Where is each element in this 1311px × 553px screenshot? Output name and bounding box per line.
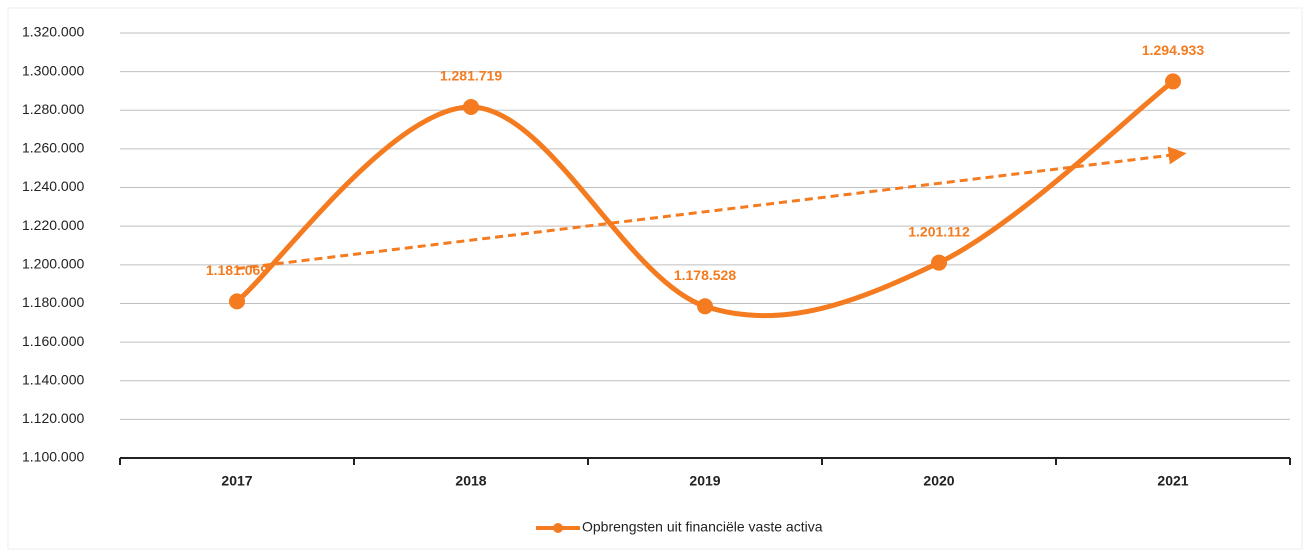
data-label: 1.181.069 xyxy=(206,262,268,278)
y-tick-label: 1.280.000 xyxy=(22,101,84,117)
trendline xyxy=(236,146,1187,271)
data-label: 1.294.933 xyxy=(1142,42,1204,58)
y-tick-label: 1.260.000 xyxy=(22,140,84,156)
chart-frame xyxy=(7,7,1303,550)
data-label: 1.178.528 xyxy=(674,267,736,283)
y-tick-label: 1.320.000 xyxy=(22,24,84,40)
data-point xyxy=(697,298,713,315)
data-point xyxy=(463,98,479,115)
y-tick-label: 1.120.000 xyxy=(22,410,84,426)
y-tick-label: 1.300.000 xyxy=(22,62,84,78)
data-label: 1.281.719 xyxy=(440,68,502,84)
legend-marker xyxy=(553,523,563,533)
y-tick-label: 1.160.000 xyxy=(22,333,84,349)
x-tick-label: 2021 xyxy=(1157,473,1188,489)
data-point xyxy=(931,254,947,271)
legend-label: Opbrengsten uit financiële vaste activa xyxy=(582,519,823,535)
x-tick-label: 2018 xyxy=(455,473,486,489)
y-tick-label: 1.240.000 xyxy=(22,178,84,194)
data-label: 1.201.112 xyxy=(908,223,970,239)
y-tick-label: 1.200.000 xyxy=(22,256,84,272)
x-tick-label: 2019 xyxy=(689,473,720,489)
y-tick-label: 1.100.000 xyxy=(22,449,84,465)
data-point xyxy=(1165,73,1181,90)
y-tick-label: 1.180.000 xyxy=(22,294,84,310)
y-tick-label: 1.220.000 xyxy=(22,217,84,233)
x-tick-label: 2020 xyxy=(923,473,954,489)
data-point xyxy=(229,293,245,310)
x-tick-label: 2017 xyxy=(221,473,252,489)
y-tick-label: 1.140.000 xyxy=(22,371,84,387)
series-line xyxy=(235,79,1175,319)
